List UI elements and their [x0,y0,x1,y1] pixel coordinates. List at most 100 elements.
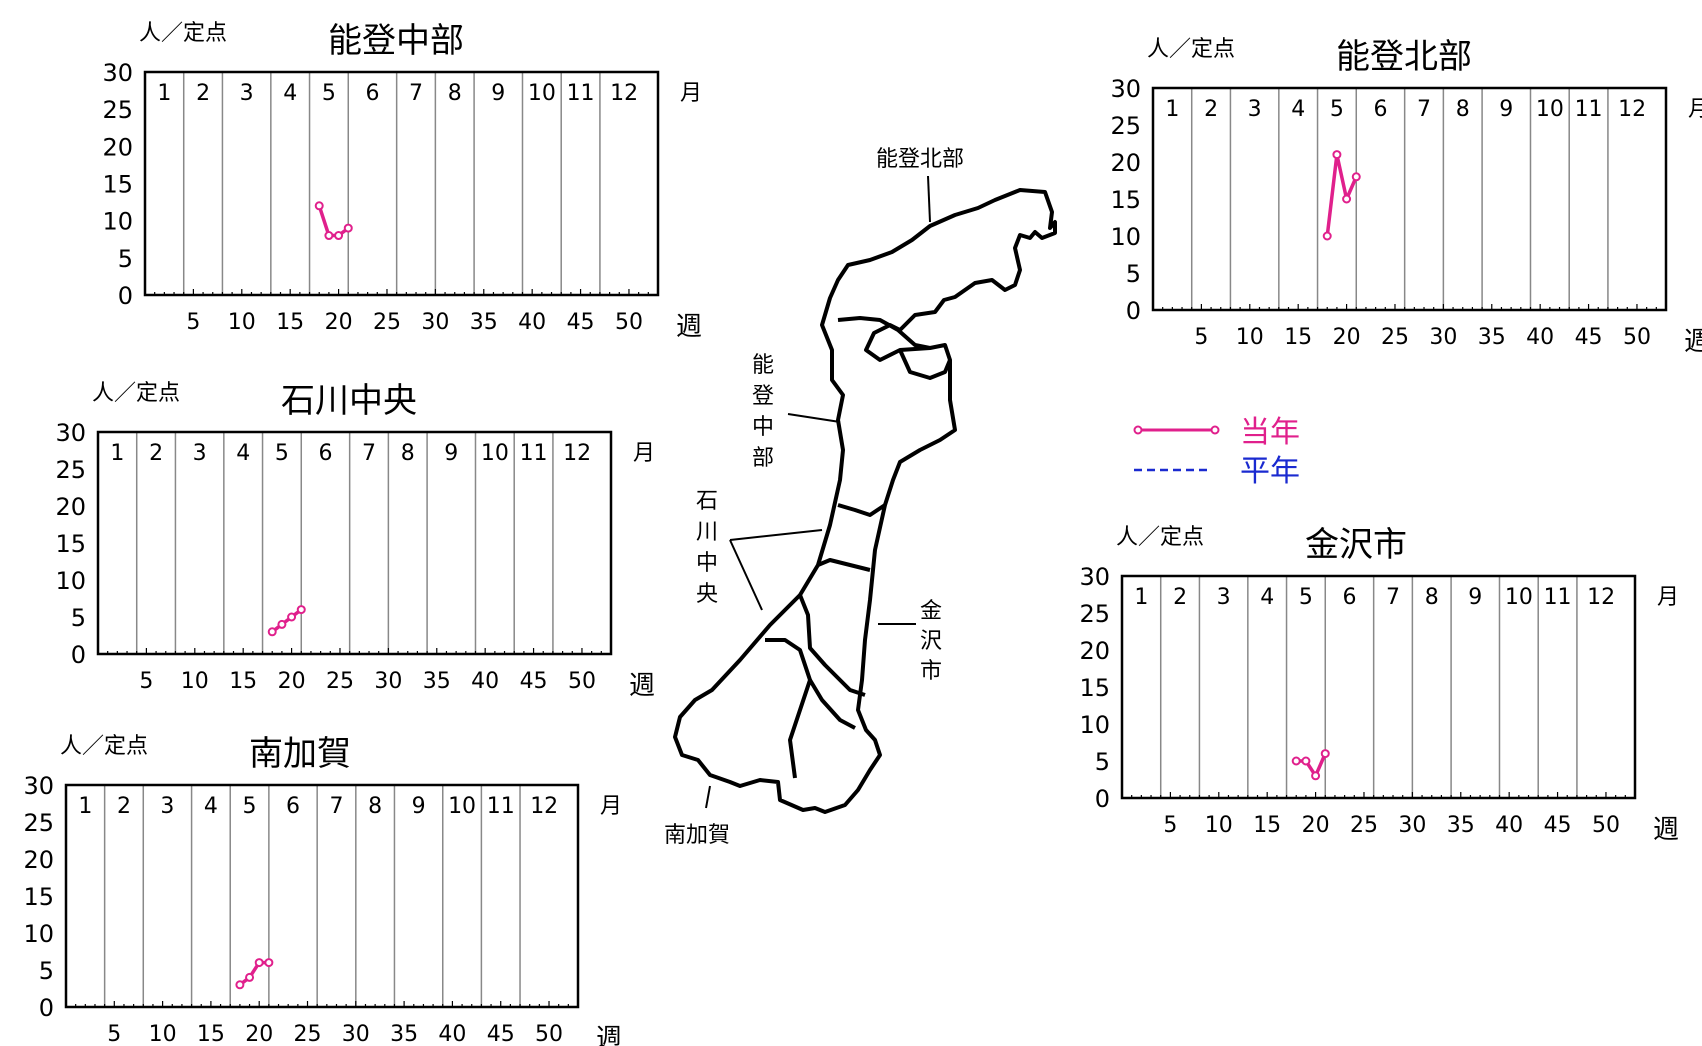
unit-label: 人／定点 [92,381,180,406]
x-tick-label: 5 [139,669,153,694]
month-label: 9 [444,441,458,466]
x-tick-label: 45 [487,1022,515,1046]
month-label: 8 [368,794,382,819]
month-label: 10 [448,794,476,819]
legend-current: 当年 [1133,415,1300,450]
y-tick-label: 10 [1079,711,1110,739]
x-axis-label: 週 [629,671,655,701]
series-line [1296,752,1327,778]
y-tick-label: 20 [1110,149,1141,177]
month-label: 3 [1217,585,1231,610]
x-tick-label: 15 [197,1022,225,1046]
month-label: 5 [243,794,257,819]
x-axis-label: 週 [596,1024,622,1046]
x-tick-label: 30 [374,669,402,694]
month-label: 8 [1456,97,1470,122]
chart-2: 1 2 3 4 5 6 7 8 9 10 11 12 月5 10 15 20 25 30 35 40 45 50 週0510… [55,381,655,701]
y-tick-label: 30 [102,59,133,87]
x-tick-label: 50 [1592,813,1620,838]
month-label: 3 [160,794,174,819]
y-tick-label: 30 [23,772,54,800]
x-tick-label: 35 [470,310,498,335]
ishikawa-map [673,175,1057,814]
y-tick-label: 30 [1079,563,1110,591]
month-label: 1 [1165,97,1179,122]
month-label: 7 [409,81,423,106]
map-label-noto-hokubu: 能登北部 [876,147,964,172]
chart-4: 1 2 3 4 5 6 7 8 9 10 11 12 月5 10 15 20 25 30 35 40 45 50 週0510… [23,734,622,1046]
month-label: 2 [1204,97,1218,122]
month-label: 10 [481,441,509,466]
x-tick-label: 40 [1526,325,1554,350]
month-label: 4 [1260,585,1274,610]
x-tick-label: 10 [1236,325,1264,350]
y-tick-label: 5 [71,604,86,632]
legend-current-marker-end [1210,425,1220,435]
x-axis-label: 週 [676,312,702,342]
map-label-ishikawa-chuo-char: 川 [696,520,718,545]
month-label: 12 [1618,97,1646,122]
plot-frame [143,70,660,297]
map-label-noto-chubu-char: 中 [752,415,774,440]
y-tick-label: 10 [102,208,133,236]
x-tick-label: 40 [471,669,499,694]
unit-label: 人／定点 [139,21,227,46]
month-label: 10 [1536,97,1564,122]
data-point [1351,172,1361,182]
y-tick-label: 15 [1110,186,1141,214]
y-tick-label: 30 [1110,75,1141,103]
month-label: 11 [520,441,548,466]
chart-0: 1 2 3 4 5 6 7 8 9 10 11 12 月5 10 15 20 25 30 35 40 45 50 週0510… [102,21,702,342]
data-point [1320,749,1330,759]
series-line [238,960,269,987]
x-tick-label: 40 [438,1022,466,1046]
x-tick-label: 5 [1194,325,1208,350]
x-tick-label: 40 [1495,813,1523,838]
month-label: 10 [1505,585,1533,610]
month-label: 6 [365,81,379,106]
legend-current-marker-start [1133,425,1143,435]
chart-title: 石川中央 [281,381,417,421]
x-tick-label: 15 [229,669,257,694]
x-tick-label: 45 [1544,813,1572,838]
y-tick-label: 20 [1079,637,1110,665]
x-tick-label: 20 [1302,813,1330,838]
data-point [1301,756,1311,766]
month-label: 2 [196,81,210,106]
month-label: 12 [563,441,591,466]
x-tick-label: 25 [373,310,401,335]
x-tick-label: 25 [326,669,354,694]
map-label-kanazawa: 金 沢 市 [920,599,942,684]
x-tick-label: 15 [276,310,304,335]
month-label: 10 [528,81,556,106]
y-tick-label: 25 [1079,600,1110,628]
y-tick-label: 15 [23,883,54,911]
month-axis-label: 月 [680,81,702,106]
x-tick-label: 30 [1429,325,1457,350]
month-label: 6 [286,794,300,819]
map-label-ishikawa-chuo-char: 中 [696,551,718,576]
month-label: 12 [1587,585,1615,610]
data-point [254,958,264,968]
x-tick-label: 30 [421,310,449,335]
plot-frame [96,430,613,656]
month-label: 2 [117,794,131,819]
map-label-kanazawa-char: 沢 [920,629,942,654]
charts-group: 1 2 3 4 5 6 7 8 9 10 11 12 月5 10 15 20 25 30 35 40 45 50 週0510… [23,21,1702,1046]
month-label: 1 [157,81,171,106]
y-tick-label: 20 [55,493,86,521]
data-point [296,605,306,615]
y-tick-label: 20 [102,133,133,161]
map-boundary-kaga-west [765,638,812,779]
month-label: 11 [567,81,595,106]
chart-title: 能登中部 [328,21,464,61]
month-label: 5 [322,81,336,106]
month-axis-label: 月 [1657,585,1679,610]
plot-frame [64,783,580,1009]
y-tick-label: 0 [1126,297,1141,325]
month-label: 5 [1299,585,1313,610]
x-tick-label: 10 [149,1022,177,1046]
legend-current-label: 当年 [1240,415,1300,450]
month-label: 9 [491,81,505,106]
